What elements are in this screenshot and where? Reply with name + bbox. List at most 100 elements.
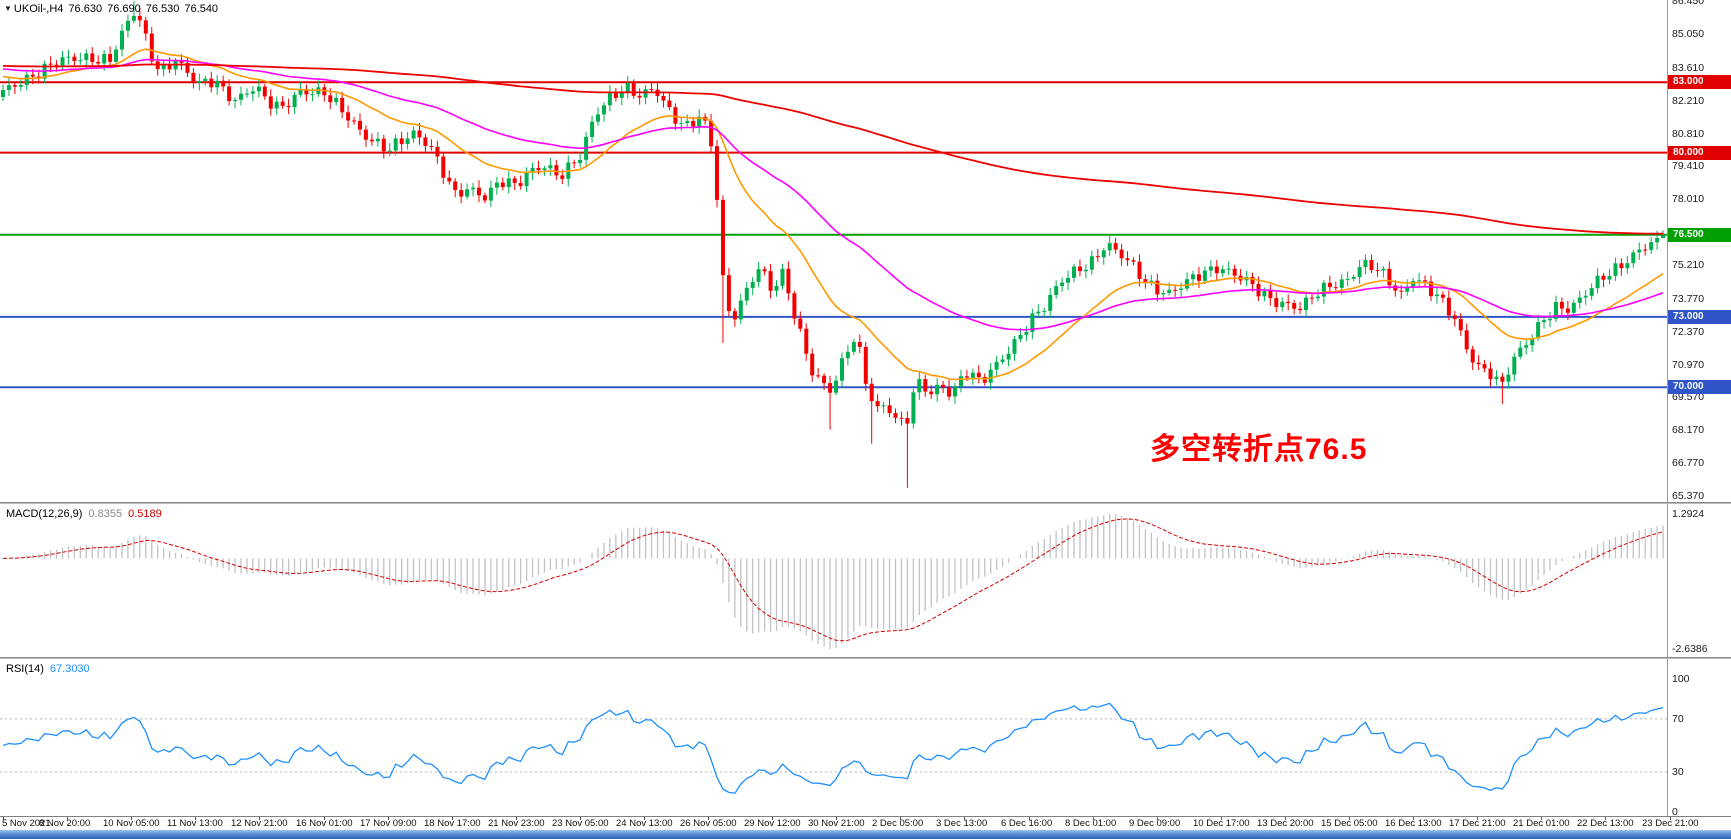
price-axis-label: 69.570 — [1672, 391, 1705, 404]
time-axis-label: 13 Dec 20:00 — [1257, 818, 1314, 829]
time-axis-label: 16 Nov 01:00 — [296, 818, 353, 829]
symbol-label: UKOil-,H4 — [13, 3, 64, 15]
time-axis-tick — [708, 817, 709, 820]
time-axis-tick — [388, 817, 389, 820]
panel-splitter-macd[interactable] — [0, 502, 1731, 504]
panel-splitter-rsi[interactable] — [0, 657, 1731, 659]
time-axis-tick — [67, 817, 68, 820]
macd-signal-value: 0.5189 — [128, 508, 162, 520]
rsi-indicator-label: RSI(14) 67.3030 — [6, 663, 96, 675]
rsi-name: RSI(14) — [6, 663, 44, 675]
time-axis-tick — [1221, 817, 1222, 820]
price-axis-label: 72.370 — [1672, 325, 1705, 338]
time-axis[interactable] — [0, 817, 1731, 830]
time-axis-tick — [259, 817, 260, 820]
rsi-panel-plot[interactable] — [0, 659, 1731, 816]
price-axis-label: 82.210 — [1672, 94, 1705, 107]
time-axis-label: 5 Nov 2021 — [2, 818, 51, 829]
time-axis-label: 23 Nov 05:00 — [552, 818, 609, 829]
time-axis-tick — [516, 817, 517, 820]
price-axis-label: 78.010 — [1672, 193, 1705, 206]
rsi-scale-label: 100 — [1672, 673, 1690, 685]
time-axis-label: 17 Nov 09:00 — [360, 818, 417, 829]
time-axis-label: 15 Dec 05:00 — [1321, 818, 1378, 829]
time-axis-label: 22 Dec 13:00 — [1577, 818, 1634, 829]
time-axis-tick — [1285, 817, 1286, 820]
time-axis-tick — [195, 817, 196, 820]
price-level-badge: 83.000 — [1668, 75, 1731, 90]
ohlc-open: 76.630 — [68, 3, 103, 15]
time-axis-tick — [1157, 817, 1158, 820]
price-axis-label: 79.410 — [1672, 160, 1705, 173]
price-axis-label: 75.210 — [1672, 259, 1705, 272]
time-axis-tick — [964, 817, 965, 820]
price-axis-label: 70.970 — [1672, 358, 1705, 371]
macd-indicator-label: MACD(12,26,9) 0.8355 0.5189 — [6, 508, 168, 520]
time-axis-tick — [452, 817, 453, 820]
time-axis-tick — [324, 817, 325, 820]
macd-panel-plot[interactable] — [0, 504, 1731, 657]
time-axis-separator — [0, 816, 1731, 817]
price-level-badge: 80.000 — [1668, 145, 1731, 160]
taskbar-strip — [0, 830, 1731, 839]
price-level-badge: 76.500 — [1668, 227, 1731, 242]
macd-name: MACD(12,26,9) — [6, 508, 83, 520]
price-axis-label: 65.370 — [1672, 490, 1705, 502]
price-axis-label: 83.610 — [1672, 61, 1705, 74]
ohlc-low: 76.530 — [145, 3, 180, 15]
price-axis-label: 86.450 — [1672, 0, 1705, 8]
macd-scale-min: -2.6386 — [1672, 643, 1708, 655]
time-axis-tick — [1413, 817, 1414, 820]
time-axis-label: 11 Nov 13:00 — [167, 818, 223, 829]
time-axis-label: 3 Dec 13:00 — [936, 818, 988, 829]
time-axis-tick — [1541, 817, 1542, 820]
symbol-marker-icon: ▼ — [4, 4, 12, 13]
time-axis-tick — [772, 817, 773, 820]
time-axis-label: 26 Nov 05:00 — [680, 818, 737, 829]
price-level-badge: 73.000 — [1668, 309, 1731, 324]
rsi-scale-label: 0 — [1672, 806, 1678, 818]
time-axis-tick — [900, 817, 901, 820]
time-axis-tick — [3, 817, 4, 820]
time-axis-label: 2 Dec 05:00 — [872, 818, 924, 829]
chart-annotation-text: 多空转折点76.5 — [1150, 433, 1368, 466]
price-axis-label: 85.050 — [1672, 28, 1705, 41]
time-axis-label: 21 Dec 01:00 — [1513, 818, 1570, 829]
time-axis-label: 23 Dec 21:00 — [1642, 818, 1699, 829]
main-chart-plot[interactable] — [0, 0, 1731, 502]
time-axis-label: 10 Nov 05:00 — [103, 818, 160, 829]
price-level-badge: 70.000 — [1668, 380, 1731, 395]
price-axis-label: 73.770 — [1672, 292, 1705, 305]
time-axis-tick — [1605, 817, 1606, 820]
price-axis-label: 66.770 — [1672, 457, 1705, 470]
time-axis-label: 21 Nov 23:00 — [488, 818, 545, 829]
time-axis-label: 9 Dec 09:00 — [1129, 818, 1181, 829]
time-axis-tick — [644, 817, 645, 820]
ohlc-close: 76.540 — [184, 3, 219, 15]
time-axis-tick — [1670, 817, 1671, 820]
time-axis-label: 8 Nov 20:00 — [39, 818, 91, 829]
time-axis-label: 18 Nov 17:00 — [424, 818, 481, 829]
time-axis-tick — [1349, 817, 1350, 820]
time-axis-label: 12 Nov 21:00 — [231, 818, 288, 829]
time-axis-label: 30 Nov 21:00 — [808, 818, 865, 829]
price-axis-label: 80.810 — [1672, 127, 1705, 140]
time-axis-label: 29 Nov 12:00 — [744, 818, 801, 829]
time-axis-tick — [836, 817, 837, 820]
rsi-scale-label: 30 — [1672, 766, 1684, 779]
time-axis-tick — [1093, 817, 1094, 820]
time-axis-label: 16 Dec 13:00 — [1385, 818, 1442, 829]
time-axis-tick — [1477, 817, 1478, 820]
macd-scale-max: 1.2924 — [1672, 508, 1705, 520]
rsi-scale-label: 70 — [1672, 712, 1684, 725]
price-axis-label: 68.170 — [1672, 424, 1705, 437]
time-axis-tick — [1029, 817, 1030, 820]
macd-main-value: 0.8355 — [88, 508, 123, 520]
time-axis-label: 6 Dec 16:00 — [1001, 818, 1053, 829]
price-axis-separator — [1667, 0, 1668, 816]
time-axis-tick — [580, 817, 581, 820]
time-axis-label: 10 Dec 17:00 — [1193, 818, 1250, 829]
symbol-ohlc-readout: ▼ UKOil-,H4 76.630 76.690 76.530 76.540 — [4, 3, 223, 15]
rsi-value: 67.3030 — [49, 663, 90, 675]
time-axis-label: 8 Dec 01:00 — [1065, 818, 1117, 829]
